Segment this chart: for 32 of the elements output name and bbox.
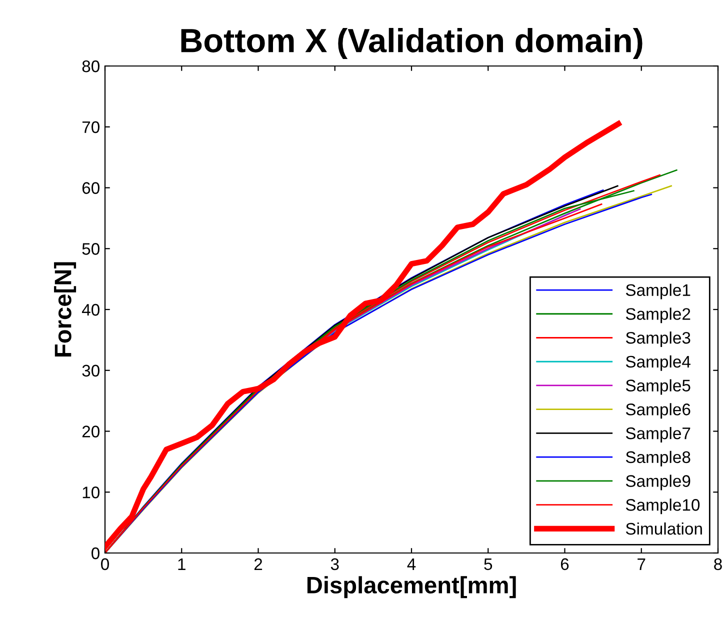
x-tick-label: 6 xyxy=(560,558,569,570)
y-tick-label: 0 xyxy=(92,547,100,560)
y-tick-label: 30 xyxy=(82,364,100,377)
x-tick-label: 5 xyxy=(484,558,492,570)
y-tick-label: 20 xyxy=(82,426,100,438)
y-tick-label: 50 xyxy=(82,243,100,255)
legend-label: Sample8 xyxy=(626,450,690,466)
legend-label: Sample5 xyxy=(626,379,690,395)
y-tick-label: 70 xyxy=(82,121,100,134)
y-tick-label: 10 xyxy=(82,486,100,498)
legend-label: Sample9 xyxy=(626,474,690,490)
x-tick-label: 7 xyxy=(638,558,646,570)
y-axis-title: Force[N] xyxy=(54,262,76,356)
x-tick-label: 4 xyxy=(407,558,416,570)
legend-label: Sample2 xyxy=(626,308,690,324)
chart-title: Bottom X (Validation domain) xyxy=(181,28,642,60)
legend-label: Sample3 xyxy=(626,332,690,348)
y-tick-label: 60 xyxy=(82,182,100,194)
legend-label: Sample4 xyxy=(626,355,690,371)
legend-label: Sample6 xyxy=(626,403,690,419)
x-tick-label: 0 xyxy=(101,558,109,570)
legend-label: Sample10 xyxy=(626,498,700,514)
x-axis-title: Displacement[mm] xyxy=(307,576,516,598)
legend-label: Simulation xyxy=(626,522,702,535)
x-tick-label: 3 xyxy=(330,558,339,570)
x-tick-label: 2 xyxy=(254,558,262,570)
y-tick-label: 80 xyxy=(82,60,100,72)
legend-label: Sample7 xyxy=(626,426,690,443)
y-tick-label: 40 xyxy=(82,304,100,316)
x-tick-label: 1 xyxy=(178,558,186,570)
x-tick-label: 8 xyxy=(714,558,722,570)
legend-label: Sample1 xyxy=(626,284,690,300)
